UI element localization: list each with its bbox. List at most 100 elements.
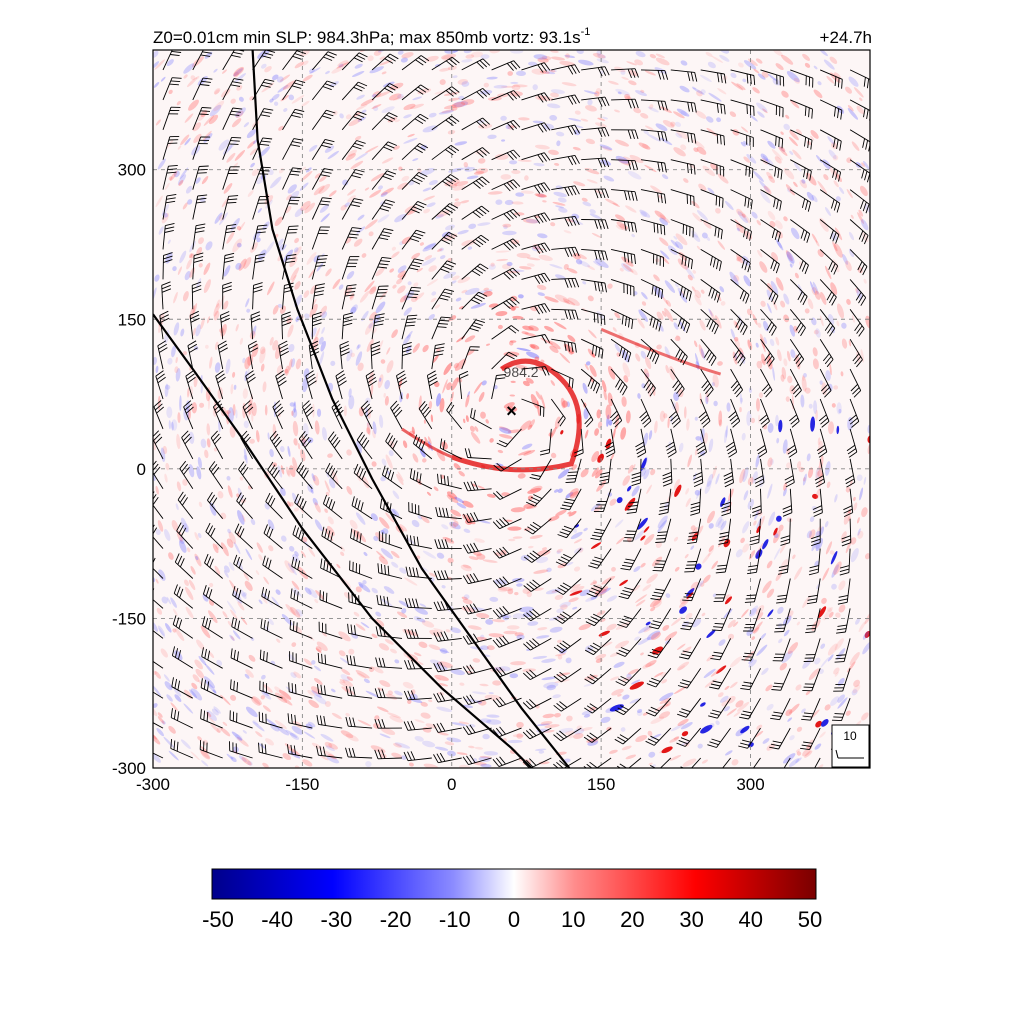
vorticity-patch [796,621,801,626]
vorticity-patch [691,618,702,628]
vorticity-patch [696,245,701,250]
vorticity-patch [215,543,220,550]
vorticity-patch [654,420,658,434]
contour-label: 984.2 [504,364,539,380]
vorticity-patch [177,266,182,276]
vorticity-patch [474,746,484,750]
vorticity-patch [226,475,231,481]
vorticity-patch [673,322,679,330]
vorticity-patch [640,89,645,93]
colorbar-tick-label: -10 [439,907,471,932]
vorticity-patch [373,535,379,542]
vorticity-patch [500,115,507,121]
vorticity-patch [576,50,584,54]
vorticity-patch [357,116,366,122]
vorticity-patch [206,438,211,448]
vorticity-patch [171,345,176,358]
vorticity-patch [525,377,534,384]
vorticity-patch [638,142,651,150]
vorticity-patch [206,316,211,324]
vorticity-patch [175,503,179,511]
vorticity-patch [698,344,705,359]
vorticity-patch [624,93,631,100]
vorticity-patch [804,750,813,758]
vorticity-patch [199,196,206,203]
vorticity-patch [514,591,519,596]
vorticity-patch [594,258,609,268]
vorticity-patch [220,694,231,706]
vorticity-patch [374,619,385,627]
vorticity-patch [811,194,818,203]
vorticity-patch [678,665,686,671]
vorticity-patch [258,146,271,158]
vorticity-patch [532,84,538,91]
vorticity-patch [777,622,783,629]
vorticity-patch [753,171,764,182]
vorticity-patch [610,453,615,461]
vorticity-patch [640,652,644,656]
vorticity-patch [449,523,457,529]
vorticity-patch [684,266,695,279]
vorticity-patch [547,103,561,109]
vorticity-patch [422,550,437,559]
vorticity-patch [771,149,783,161]
vorticity-patch [498,434,513,439]
vorticity-patch [250,242,258,253]
vorticity-patch [261,595,268,604]
vorticity-patch [684,553,689,559]
vorticity-patch [750,417,756,424]
vorticity-patch [180,328,185,337]
y-tick-label: -150 [112,609,146,628]
vorticity-patch [401,608,407,614]
vorticity-patch [407,133,415,138]
vorticity-patch [226,231,235,244]
vorticity-patch [304,313,310,319]
vorticity-patch [692,270,697,274]
vorticity-patch [629,154,644,164]
vorticity-patch [660,250,670,260]
vorticity-patch [512,536,523,539]
vorticity-patch [357,344,361,349]
vorticity-patch [389,648,398,654]
vorticity-patch [535,194,547,198]
vorticity-patch [199,402,205,408]
vorticity-patch [275,589,281,595]
vorticity-patch [786,251,795,264]
vorticity-patch [548,515,560,522]
vorticity-patch [465,394,470,408]
vorticity-patch [815,720,822,728]
vorticity-patch [767,210,776,221]
vorticity-patch [673,147,686,157]
vorticity-patch [236,736,249,747]
vorticity-patch [554,712,561,718]
vorticity-patch [474,426,479,432]
vorticity-patch [739,407,742,413]
vorticity-patch [171,520,179,531]
vorticity-patch [327,516,334,525]
vorticity-patch [383,393,386,398]
vorticity-patch [781,366,787,380]
vorticity-patch [516,70,526,77]
vorticity-patch [772,50,783,57]
chart-title: Z0=0.01cm min SLP: 984.3hPa; max 850mb v… [153,26,590,47]
vorticity-patch [168,750,179,761]
vorticity-patch [476,553,486,560]
vorticity-patch [393,145,400,150]
vorticity-patch [635,353,641,362]
vorticity-patch [391,251,400,259]
vorticity-patch [450,668,465,676]
vorticity-patch [303,658,312,666]
vorticity-patch [160,76,166,82]
vorticity-patch [615,413,619,429]
vorticity-patch [621,745,632,751]
vorticity-patch [463,162,469,168]
vorticity-patch [794,272,799,279]
vorticity-patch [426,202,436,208]
vorticity-patch [550,452,557,459]
vorticity-patch [289,502,294,507]
vorticity-patch [733,711,741,717]
vorticity-patch [677,643,686,650]
vorticity-patch [640,350,647,359]
colorbar-tick-label: 30 [679,907,703,932]
colorbar-tick-label: 0 [508,907,520,932]
